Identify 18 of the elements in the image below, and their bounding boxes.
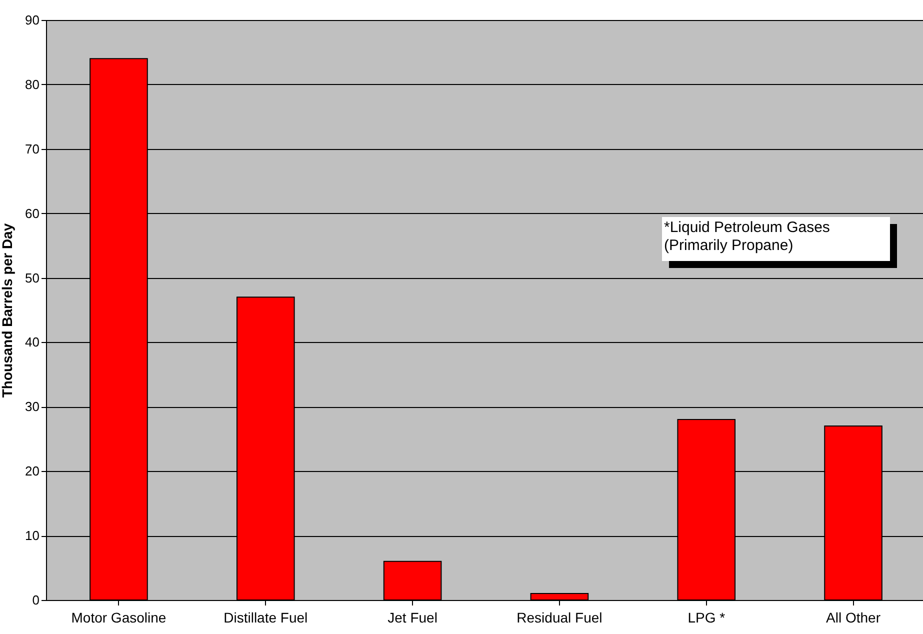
y-tick-label: 50 [25, 270, 40, 286]
y-tick-label: 60 [25, 206, 40, 221]
y-tick-label: 30 [25, 399, 40, 414]
x-tick-label: LPG * [688, 610, 726, 626]
x-tick-label: Residual Fuel [516, 610, 602, 626]
x-tick-label: Distillate Fuel [224, 610, 308, 626]
y-tick-label: 70 [25, 141, 40, 156]
x-tick-label: Jet Fuel [388, 610, 438, 626]
y-tick-label: 40 [25, 334, 40, 350]
y-tick-label: 80 [25, 76, 40, 92]
x-tick-label: Motor Gasoline [71, 610, 166, 626]
y-tick-label: 90 [25, 12, 40, 28]
note-box: *Liquid Petroleum Gases (Primarily Propane) [662, 217, 890, 261]
y-tick-label: 20 [25, 464, 40, 479]
y-tick-label: 10 [25, 528, 40, 544]
y-axis-title: Thousand Barrels per Day [0, 223, 16, 398]
y-tick-label: 0 [32, 592, 40, 608]
x-tick-label: All Other [826, 610, 881, 626]
